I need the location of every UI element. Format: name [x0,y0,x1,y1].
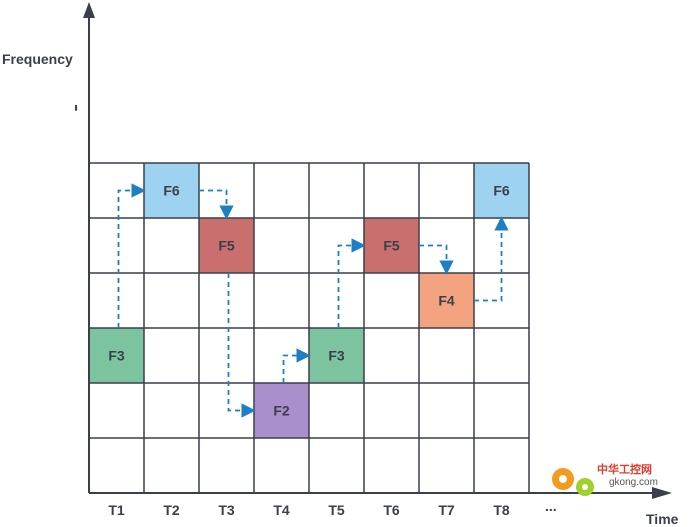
hop-arrow-t1-t2 [117,183,146,328]
watermark-brand: 中华工控网 [597,464,652,476]
gear-icon [552,468,594,496]
cell-f4-t7 [419,273,474,328]
y-axis-label: Frequency [2,51,73,67]
hop-arrow-t4-t5 [282,348,311,383]
x-axis-arrow [652,487,672,499]
cell-label: F2 [273,403,290,419]
hop-arrow-t3-t4 [227,273,256,418]
hop-arrow-t7-t8 [474,216,509,302]
hop-arrow-t5-t6 [337,238,366,328]
x-tick-label: T2 [163,502,180,518]
x-tick-label: T6 [383,502,400,518]
x-tick-label: T8 [493,502,510,518]
hop-arrow-t2-t3 [199,189,234,220]
hop-arrow-t6-t7 [419,244,454,275]
watermark-logo: 中华工控网 gkong.com [543,457,683,505]
x-tick-label: T4 [273,502,290,518]
watermark-site: gkong.com [609,477,658,488]
x-tick-label: T1 [108,502,125,518]
cell-label: F6 [493,183,510,199]
x-axis-label: Time [646,511,679,527]
y-axis-ellipsis: ... [72,104,88,110]
x-axis-ellipsis: ... [545,498,557,514]
cell-label: F3 [328,348,345,364]
x-tick-label: T7 [438,502,455,518]
cell-f3-t5 [309,328,364,383]
cell-label: F6 [163,183,180,199]
cell-f5-t6 [364,218,419,273]
cell-label: F3 [108,348,125,364]
cell-label: F4 [438,293,455,309]
cell-f2-t4 [254,383,309,438]
cell-f6-t8 [474,163,529,218]
cell-label: F5 [218,238,235,254]
cell-f5-t3 [199,218,254,273]
cell-f3-t1 [89,328,144,383]
x-tick-label: T5 [328,502,345,518]
cell-f6-t2 [144,163,199,218]
x-tick-label: T3 [218,502,235,518]
cell-label: F5 [383,238,400,254]
y-axis-arrow [83,2,95,18]
